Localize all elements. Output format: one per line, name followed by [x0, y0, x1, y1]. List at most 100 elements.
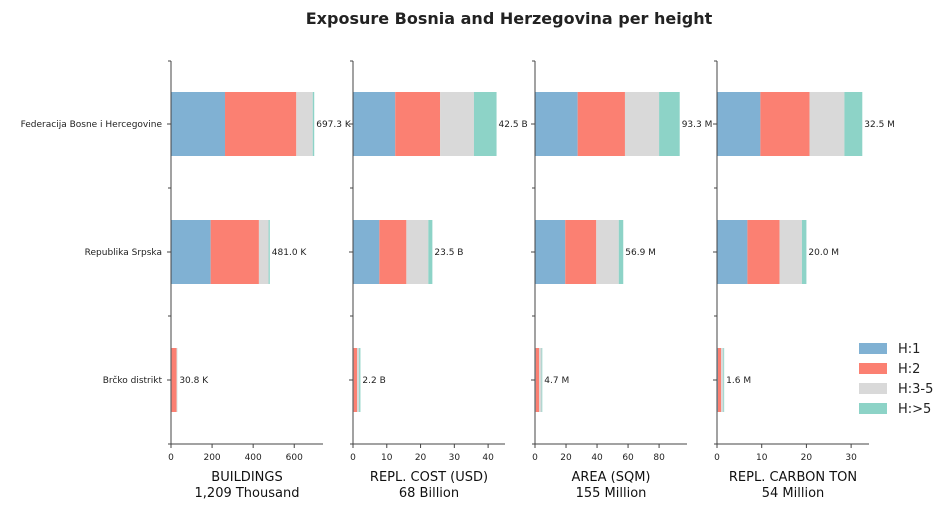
- x-tick-label: 10: [381, 453, 393, 463]
- bar-segment: [844, 92, 863, 156]
- x-tick-label: 400: [245, 453, 262, 463]
- bar-segment: [225, 92, 297, 156]
- bar-segment: [353, 92, 396, 156]
- bar-segment: [171, 220, 211, 284]
- bar-segment: [428, 220, 433, 284]
- bar-segment: [809, 92, 845, 156]
- bar-segment: [577, 92, 625, 156]
- bar-value-label: 32.5 M: [864, 120, 895, 130]
- bar-segment: [353, 348, 358, 412]
- bar-value-label: 30.8 K: [179, 376, 209, 386]
- panel-total-label: 68 Billion: [399, 486, 459, 501]
- bar-value-label: 23.5 B: [434, 248, 463, 258]
- x-tick-label: 0: [532, 453, 538, 463]
- bar-value-label: 93.3 M: [682, 120, 713, 130]
- bar-value-label: 56.9 M: [625, 248, 656, 258]
- x-tick-label: 20: [801, 453, 813, 463]
- bar-value-label: 2.2 B: [362, 376, 385, 386]
- x-tick-label: 0: [168, 453, 174, 463]
- legend-swatch: [859, 343, 887, 354]
- bar-segment: [296, 92, 313, 156]
- bar-segment: [779, 220, 802, 284]
- panel-2: 42.5 B 23.5 B 2.2 B 0 10 20 30 40 REPL. COST (US…: [349, 60, 528, 501]
- bar-segment: [721, 348, 724, 412]
- x-axis-label: AREA (SQM): [571, 470, 650, 485]
- bar-segment: [171, 92, 226, 156]
- bar-segment: [171, 348, 177, 412]
- x-tick-label: 60: [622, 453, 634, 463]
- legend-swatch: [859, 363, 887, 374]
- panel-4: 32.5 M 20.0 M 1.6 M 0 10 20 30 REPL. CARBON TON…: [713, 60, 895, 501]
- bar-segment: [473, 92, 497, 156]
- bar-segment: [535, 220, 566, 284]
- x-tick-label: 0: [714, 453, 720, 463]
- category-label: Federacija Bosne i Hercegovine: [21, 120, 163, 130]
- bar-segment: [723, 348, 725, 412]
- panel-1: 697.3 K 481.0 K 30.8 K 0 200 400 600 BUILDINGS1…: [167, 60, 352, 501]
- x-tick-label: 200: [203, 453, 220, 463]
- bar-segment: [717, 348, 722, 412]
- x-tick-label: 20: [415, 453, 427, 463]
- legend-swatch: [859, 383, 887, 394]
- x-tick-label: 20: [560, 453, 572, 463]
- x-axis-label: REPL. CARBON TON: [729, 470, 857, 485]
- bar-segment: [541, 348, 543, 412]
- bar-segment: [618, 220, 624, 284]
- panel-total-label: 1,209 Thousand: [195, 486, 300, 501]
- bar-segment: [624, 92, 660, 156]
- bar-segment: [210, 220, 259, 284]
- bar-segment: [535, 348, 540, 412]
- x-tick-label: 30: [845, 453, 857, 463]
- bar-segment: [535, 92, 578, 156]
- bar-segment: [717, 220, 748, 284]
- bar-value-label: 4.7 M: [544, 376, 569, 386]
- category-label: Brčko distrikt: [103, 375, 163, 386]
- bar-segment: [379, 220, 407, 284]
- bar-segment: [760, 92, 810, 156]
- bar-segment: [395, 92, 441, 156]
- bar-segment: [717, 92, 761, 156]
- bar-segment: [357, 348, 360, 412]
- bar-segment: [312, 92, 315, 156]
- bar-segment: [353, 220, 380, 284]
- x-tick-label: 40: [591, 453, 603, 463]
- x-tick-label: 40: [482, 453, 494, 463]
- category-labels: Federacija Bosne i Hercegovine Republika …: [21, 120, 163, 386]
- bar-value-label: 481.0 K: [272, 248, 308, 258]
- x-tick-label: 10: [756, 453, 768, 463]
- x-tick-label: 0: [350, 453, 356, 463]
- legend-label: H:1: [898, 342, 920, 357]
- bar-segment: [801, 220, 807, 284]
- x-axis-label: BUILDINGS: [211, 470, 282, 485]
- bar-segment: [539, 348, 542, 412]
- x-axis-label: REPL. COST (USD): [370, 470, 488, 485]
- legend-label: H:2: [898, 362, 920, 377]
- category-label: Republika Srpska: [85, 248, 162, 258]
- panel-total-label: 155 Million: [576, 486, 647, 501]
- legend-label: H:>5: [898, 402, 931, 417]
- bar-segment: [268, 220, 270, 284]
- chart-title: Exposure Bosnia and Herzegovina per heig…: [306, 9, 713, 28]
- bar-value-label: 20.0 M: [808, 248, 839, 258]
- bar-value-label: 1.6 M: [726, 376, 751, 386]
- bar-segment: [258, 220, 269, 284]
- bar-segment: [659, 92, 680, 156]
- bar-value-label: 42.5 B: [499, 120, 528, 130]
- x-tick-label: 80: [653, 453, 665, 463]
- legend: H:1 H:2 H:3-5 H:>5: [859, 342, 933, 417]
- bar-segment: [565, 220, 597, 284]
- legend-swatch: [859, 403, 887, 414]
- bar-segment: [596, 220, 619, 284]
- bar-segment: [359, 348, 361, 412]
- bar-segment: [440, 92, 474, 156]
- legend-label: H:3-5: [898, 382, 933, 397]
- bar-segment: [406, 220, 429, 284]
- x-tick-label: 30: [449, 453, 461, 463]
- bar-segment: [176, 348, 178, 412]
- bar-value-label: 697.3 K: [316, 120, 352, 130]
- panel-total-label: 54 Million: [762, 486, 825, 501]
- bar-segment: [747, 220, 780, 284]
